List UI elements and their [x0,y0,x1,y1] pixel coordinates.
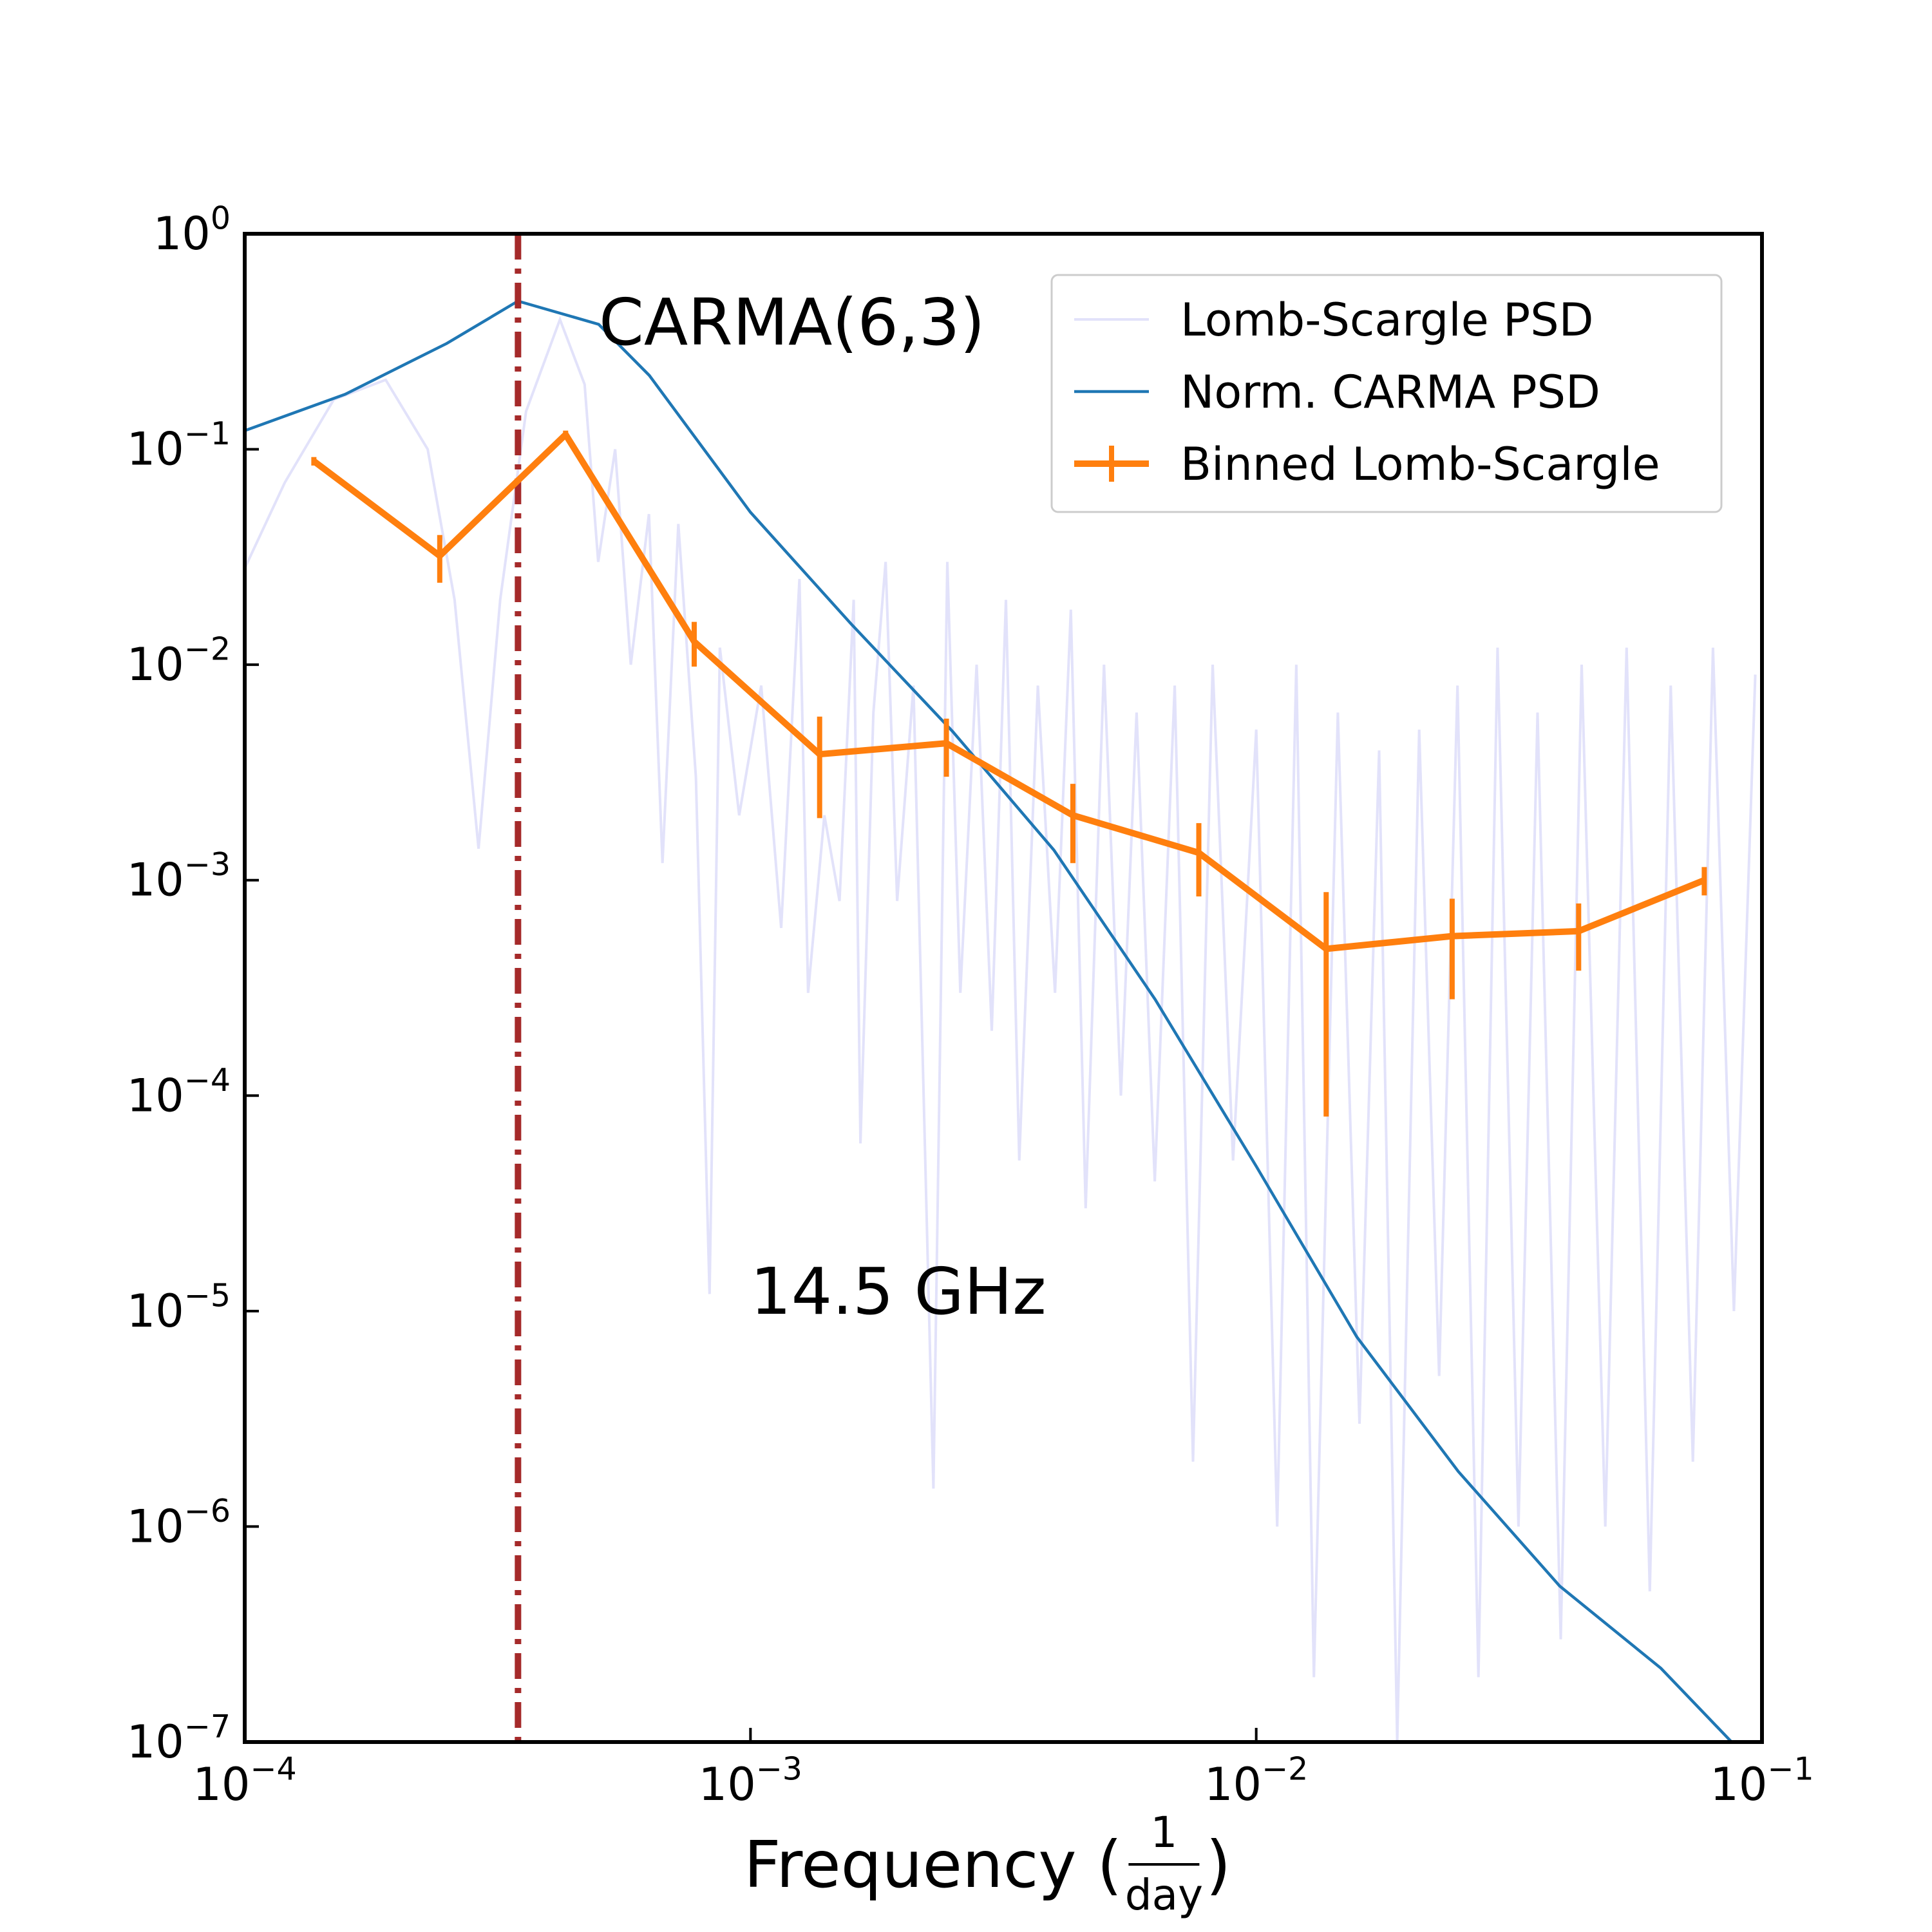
x-axis-label: ) [1206,1827,1231,1902]
series-line [245,316,1757,1742]
x-axis-label: day [1125,1870,1203,1920]
y-tick-label: 10−4 [127,1062,231,1122]
annotation: CARMA(6,3) [599,285,985,360]
legend-label: Binned Lomb-Scargle [1180,438,1660,491]
x-tick-label: 10−2 [1204,1751,1308,1812]
y-tick-label: 10−6 [127,1493,231,1553]
x-tick-label: 10−1 [1710,1751,1814,1812]
y-tick-label: 100 [153,200,231,261]
y-tick-label: 10−5 [127,1277,231,1338]
x-tick-label: 10−3 [699,1751,802,1812]
x-axis-label: Frequency ( [744,1827,1122,1902]
x-axis-label: 1 [1150,1808,1177,1857]
annotation: 14.5 GHz [750,1254,1046,1329]
legend-label: Norm. CARMA PSD [1180,366,1600,419]
y-tick-label: 10−7 [127,1709,231,1769]
x-tick-label: 10−4 [193,1751,296,1812]
y-tick-label: 10−3 [127,846,231,907]
plot-area [245,234,1757,1742]
legend-label: Lomb-Scargle PSD [1180,294,1594,346]
plot-frame [243,232,1764,1744]
y-tick-label: 10−2 [127,631,231,692]
series-line [312,431,1706,952]
series-line [245,299,1733,1742]
y-tick-label: 10−1 [127,415,231,476]
legend-box [1050,274,1723,513]
